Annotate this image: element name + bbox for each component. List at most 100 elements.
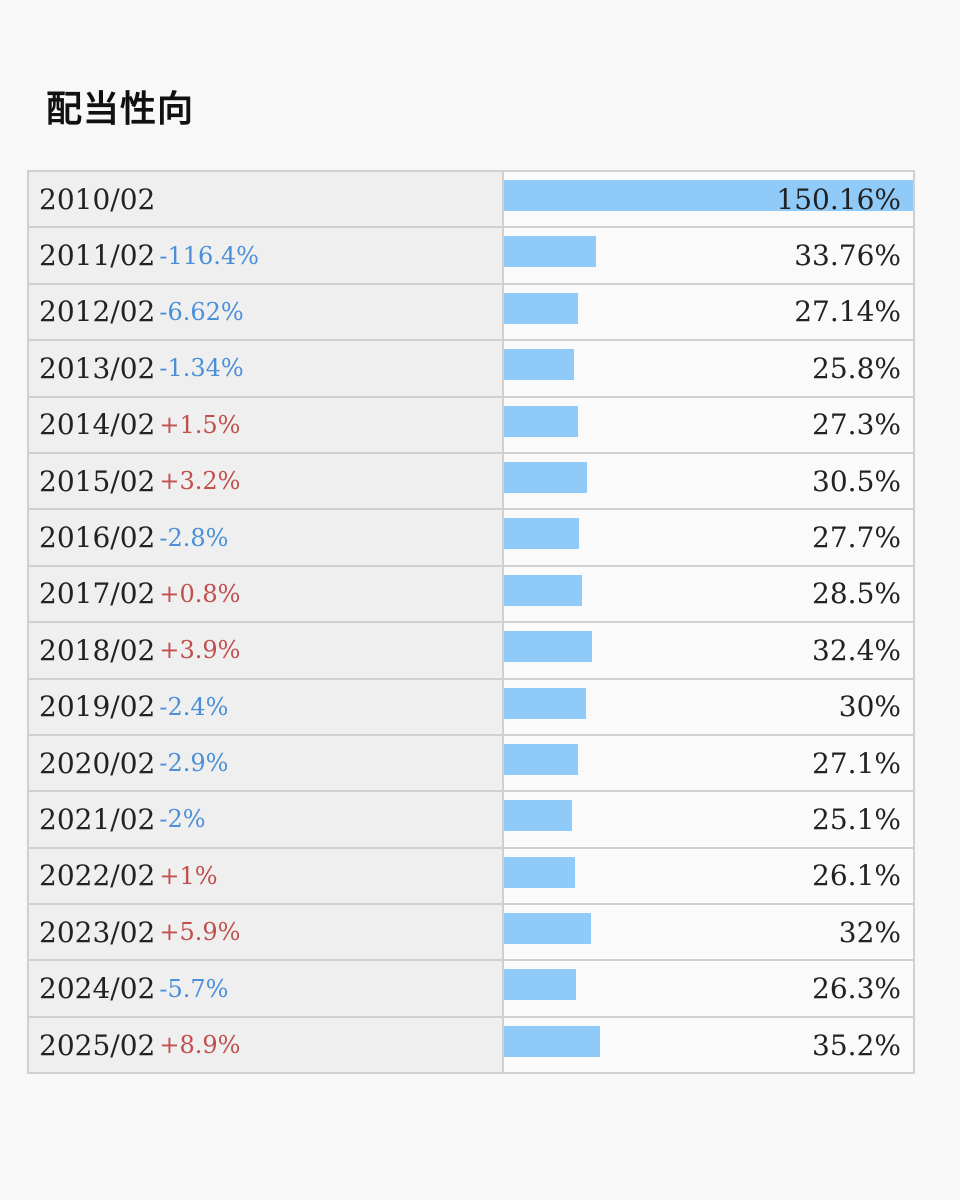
value-label: 32%	[838, 915, 901, 949]
value-label: 30%	[838, 690, 901, 724]
change-label: +1%	[159, 861, 218, 890]
change-label: +0.8%	[159, 579, 241, 608]
value-label: 27.14%	[794, 295, 901, 329]
table-row: 2011/02 -116.4% 33.76%	[29, 228, 913, 283]
bar-cell: 27.14%	[504, 284, 913, 340]
table-row: 2013/02 -1.34% 25.8%	[29, 341, 913, 396]
row-label-cell: 2010/02	[29, 172, 502, 227]
row-label-cell: 2012/02 -6.62%	[29, 284, 502, 340]
change-label: +5.9%	[159, 918, 241, 947]
table-row: 2010/02 150.16%	[29, 172, 913, 227]
bar-cell: 30.5%	[504, 453, 913, 509]
value-label: 35.2%	[812, 1028, 901, 1062]
bar	[504, 1025, 600, 1057]
period-label: 2017/02	[39, 577, 156, 611]
bar	[504, 969, 576, 1001]
change-label: +3.2%	[159, 467, 241, 496]
bar-cell: 26.1%	[504, 848, 913, 904]
payout-ratio-table: 2010/02 150.16% 2011/02 -116.4% 33.76% 2012/0…	[27, 170, 915, 1075]
bar-cell: 32.4%	[504, 623, 913, 678]
table-row: 2019/02 -2.4% 30%	[29, 679, 913, 734]
table-row: 2020/02 -2.9% 27.1%	[29, 735, 913, 791]
change-label: -116.4%	[159, 241, 259, 270]
period-label: 2010/02	[39, 182, 156, 216]
bar	[504, 913, 592, 945]
bar	[504, 461, 588, 493]
row-label-cell: 2018/02 +3.9%	[29, 623, 502, 678]
bar	[504, 349, 575, 381]
change-label: -2%	[159, 805, 206, 834]
period-label: 2019/02	[39, 690, 156, 724]
period-label: 2013/02	[39, 351, 156, 385]
period-label: 2012/02	[39, 295, 156, 329]
period-label: 2015/02	[39, 464, 156, 498]
change-label: +3.9%	[159, 636, 241, 665]
period-label: 2018/02	[39, 633, 156, 667]
bar-cell: 28.5%	[504, 566, 913, 622]
value-label: 26.1%	[812, 859, 901, 893]
row-label-cell: 2014/02 +1.5%	[29, 397, 502, 452]
change-label: -2.9%	[159, 749, 229, 778]
row-label-cell: 2016/02 -2.8%	[29, 510, 502, 565]
bar	[504, 518, 580, 550]
bar-cell: 26.3%	[504, 961, 913, 1016]
bar-cell: 32%	[504, 905, 913, 960]
value-label: 26.3%	[812, 972, 901, 1006]
row-label-cell: 2023/02 +5.9%	[29, 905, 502, 960]
table-row: 2023/02 +5.9% 32%	[29, 905, 913, 960]
row-label-cell: 2021/02 -2%	[29, 792, 502, 847]
row-label-cell: 2017/02 +0.8%	[29, 566, 502, 622]
period-label: 2022/02	[39, 859, 156, 893]
table-row: 2025/02 +8.9% 35.2%	[29, 1017, 913, 1073]
change-label: +1.5%	[159, 410, 241, 439]
value-label: 27.1%	[812, 746, 901, 780]
change-label: -2.8%	[159, 523, 229, 552]
change-label: -6.62%	[159, 297, 244, 326]
bar	[504, 405, 579, 437]
bar	[504, 180, 913, 211]
bar-cell: 150.16%	[504, 172, 913, 227]
table-row: 2014/02 +1.5% 27.3%	[29, 397, 913, 452]
bar	[504, 631, 593, 663]
table-row: 2018/02 +3.9% 32.4%	[29, 623, 913, 678]
value-label: 25.8%	[812, 351, 901, 385]
table-row: 2017/02 +0.8% 28.5%	[29, 566, 913, 622]
value-label: 28.5%	[812, 577, 901, 611]
value-label: 32.4%	[812, 633, 901, 667]
change-label: -1.34%	[159, 354, 244, 383]
period-label: 2024/02	[39, 972, 156, 1006]
row-label-cell: 2015/02 +3.2%	[29, 453, 502, 509]
period-label: 2020/02	[39, 746, 156, 780]
page-title: 配当性向	[46, 88, 195, 130]
value-label: 27.7%	[812, 521, 901, 555]
change-label: -5.7%	[159, 974, 229, 1003]
value-label: 30.5%	[812, 464, 901, 498]
table-row: 2016/02 -2.8% 27.7%	[29, 510, 913, 565]
table-row: 2024/02 -5.7% 26.3%	[29, 961, 913, 1016]
bar-cell: 25.1%	[504, 792, 913, 847]
bar-cell: 27.1%	[504, 735, 913, 791]
value-label: 33.76%	[794, 239, 901, 273]
bar-cell: 27.3%	[504, 397, 913, 452]
period-label: 2016/02	[39, 521, 156, 555]
row-label-cell: 2020/02 -2.9%	[29, 735, 502, 791]
bar	[504, 743, 578, 775]
row-label-cell: 2025/02 +8.9%	[29, 1017, 502, 1073]
bar	[504, 800, 573, 832]
period-label: 2023/02	[39, 915, 156, 949]
row-label-cell: 2019/02 -2.4%	[29, 679, 502, 734]
row-label-cell: 2011/02 -116.4%	[29, 228, 502, 283]
bar-cell: 35.2%	[504, 1017, 913, 1073]
period-label: 2025/02	[39, 1028, 156, 1062]
value-label: 27.3%	[812, 408, 901, 442]
change-label: -2.4%	[159, 692, 229, 721]
row-label-cell: 2022/02 +1%	[29, 848, 502, 904]
table-row: 2022/02 +1% 26.1%	[29, 848, 913, 904]
bar	[504, 574, 582, 606]
table-row: 2021/02 -2% 25.1%	[29, 792, 913, 847]
bar-cell: 30%	[504, 679, 913, 734]
bar	[504, 856, 576, 888]
row-label-cell: 2024/02 -5.7%	[29, 961, 502, 1016]
value-label: 150.16%	[776, 182, 901, 216]
period-label: 2011/02	[39, 239, 156, 273]
